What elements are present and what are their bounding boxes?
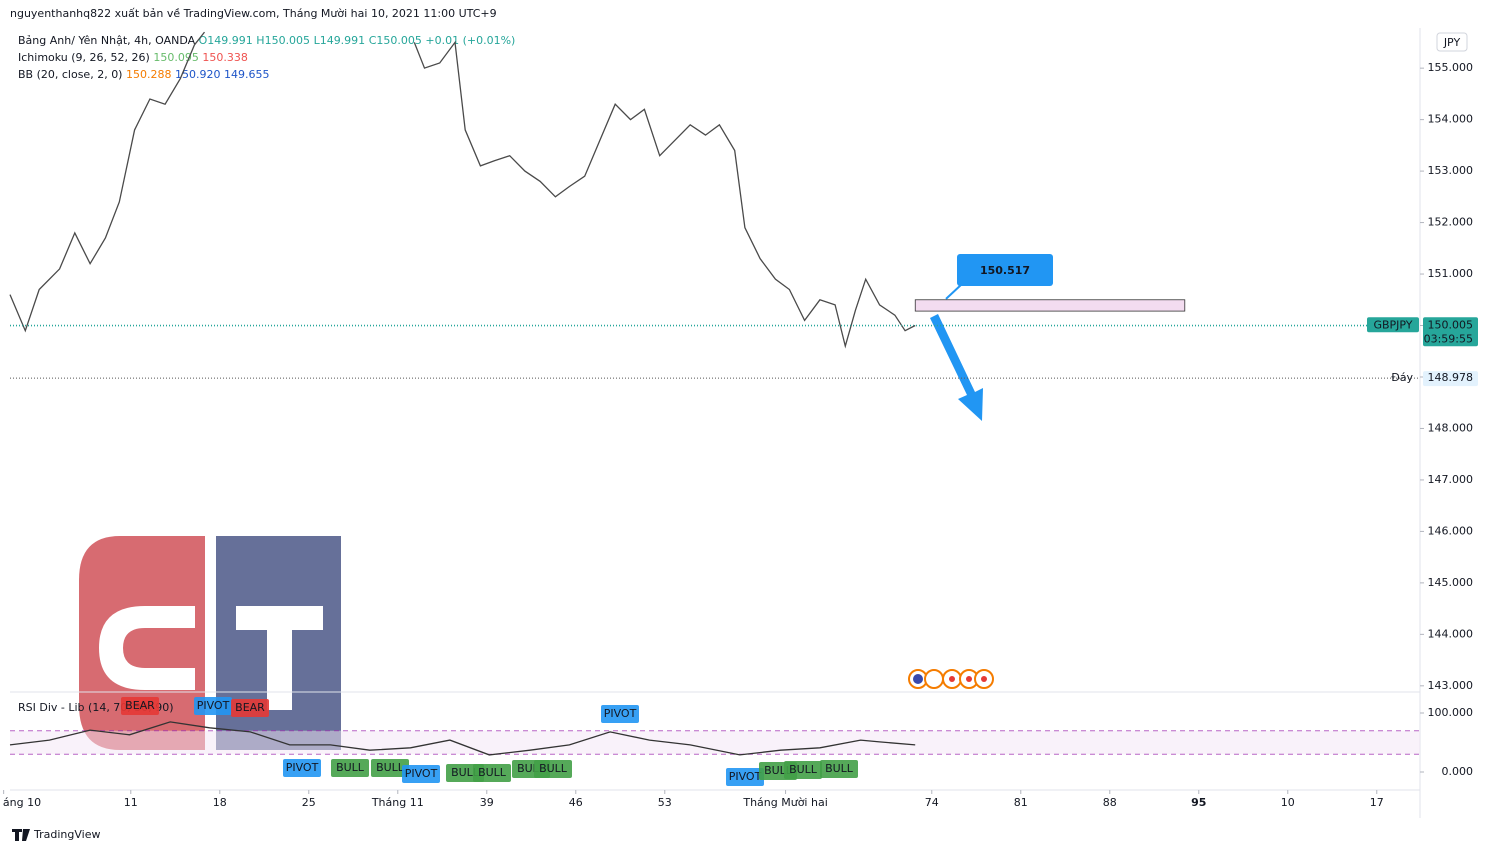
y-tick-label: 147.000 (1428, 473, 1474, 486)
x-tick-label: 88 (1103, 796, 1117, 809)
y-tick-label: 148.000 (1428, 421, 1474, 434)
level-box (1423, 371, 1478, 387)
y-tick-label: 146.000 (1428, 524, 1474, 537)
signal-box (121, 697, 159, 715)
signal-label: BEAR (235, 701, 265, 714)
signal-box (402, 765, 440, 783)
signal-box (601, 705, 639, 723)
footer: TradingView (33, 828, 100, 841)
x-tick-label: 74 (925, 796, 939, 809)
y-tick-label: 153.000 (1428, 164, 1474, 177)
zone (914, 299, 1186, 312)
x-tick-label: 10 (1281, 796, 1295, 809)
signal-box (784, 761, 822, 779)
symbol-box (1367, 317, 1419, 333)
symbol-label: GBPJPY (1373, 318, 1412, 331)
signal-label: BULL (825, 762, 854, 775)
signal-label: BULL (376, 761, 405, 774)
signal-box (820, 760, 858, 778)
y-tick-label: 100.000 (1428, 706, 1474, 719)
x-tick-label: 95 (1191, 796, 1206, 809)
y-tick-label: 144.000 (1428, 627, 1474, 640)
signal-label: PIVOT (286, 761, 319, 774)
legend-ichimoku: Ichimoku (9, 26, 52, 26) 150.095 150.338 (18, 51, 248, 64)
signal-label: BULL (336, 761, 365, 774)
callout-pointer (945, 283, 963, 300)
y-tick-label: 154.000 (1428, 113, 1474, 126)
signal-label: BEAR (125, 699, 155, 712)
signal-box (473, 764, 511, 782)
x-tick-label: Tháng 11 (371, 796, 424, 809)
price-line (9, 31, 916, 349)
x-tick-label: 11 (124, 796, 138, 809)
y-tick-label: 151.000 (1428, 267, 1474, 280)
signal-label: BULL (539, 762, 568, 775)
x-tick-label: 46 (569, 796, 583, 809)
x-tick-label: áng 10 (3, 796, 41, 809)
legend-bb: BB (20, close, 2, 0) 150.288 150.920 149… (18, 68, 269, 81)
y-tick-label: 155.000 (1428, 61, 1474, 74)
x-tick-label: 17 (1370, 796, 1384, 809)
level-label: 148.978 (1428, 371, 1474, 384)
signal-label: PIVOT (197, 699, 230, 712)
signal-label: PIVOT (405, 767, 438, 780)
countdown: 03:59:55 (1424, 332, 1473, 345)
signal-label: BULL (451, 766, 480, 779)
currency-box[interactable] (1436, 32, 1468, 52)
x-tick-label: 25 (302, 796, 316, 809)
x-tick-label: 81 (1014, 796, 1028, 809)
signal-label: BULL (478, 766, 507, 779)
y-tick-label: 145.000 (1428, 576, 1474, 589)
x-tick-label: 53 (658, 796, 672, 809)
callout-label: 150.517 (980, 264, 1030, 277)
currency[interactable]: JPY (1443, 36, 1461, 49)
price-line (9, 721, 916, 756)
event-icons (908, 669, 994, 689)
signal-box (726, 768, 764, 786)
y-tick-label: 0.000 (1442, 765, 1474, 778)
x-tick-label: 18 (213, 796, 227, 809)
last-price-label: 150.005 (1428, 318, 1474, 331)
y-tick-label: 143.000 (1428, 679, 1474, 692)
signal-box (331, 759, 369, 777)
signal-box (534, 760, 572, 778)
down-arrow (930, 314, 983, 421)
signal-label: PIVOT (604, 707, 637, 720)
signal-box (283, 759, 321, 777)
signal-box (231, 699, 269, 717)
last-price-box (1423, 317, 1478, 347)
level-name: Đáy (1391, 371, 1413, 384)
y-tick-label: 152.000 (1428, 216, 1474, 229)
x-tick-label: Tháng Mười hai (742, 796, 827, 809)
signal-label: PIVOT (729, 770, 762, 783)
callout-box (957, 254, 1053, 286)
signal-box (194, 697, 232, 715)
header: nguyenthanhq822 xuất bản về TradingView.… (10, 7, 497, 20)
signal-label: BULL (789, 763, 818, 776)
tv-logo (12, 829, 30, 841)
legend-symbol: Bảng Anh/ Yên Nhật, 4h, OANDA O149.991 H… (18, 34, 515, 47)
rsi-band-fill (10, 730, 1420, 755)
x-tick-label: 39 (480, 796, 494, 809)
signal-box (371, 759, 409, 777)
